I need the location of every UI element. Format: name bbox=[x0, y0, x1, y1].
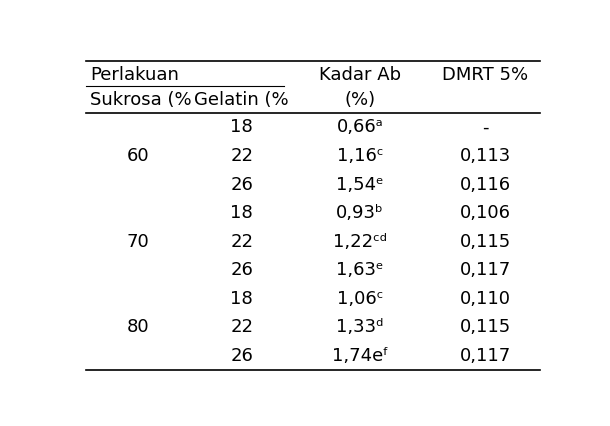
Text: 18: 18 bbox=[231, 118, 253, 136]
Text: 0,115: 0,115 bbox=[459, 318, 511, 336]
Text: 0,116: 0,116 bbox=[459, 176, 511, 193]
Text: 26: 26 bbox=[230, 347, 253, 365]
Text: 1,54ᵉ: 1,54ᵉ bbox=[336, 176, 384, 193]
Text: (%): (%) bbox=[344, 91, 376, 109]
Text: 1,22ᶜᵈ: 1,22ᶜᵈ bbox=[333, 233, 387, 250]
Text: Kadar Ab: Kadar Ab bbox=[319, 66, 401, 83]
Text: 1,16ᶜ: 1,16ᶜ bbox=[337, 147, 383, 165]
Text: -: - bbox=[482, 118, 489, 136]
Text: 1,74eᶠ: 1,74eᶠ bbox=[332, 347, 388, 365]
Text: 0,93ᵇ: 0,93ᵇ bbox=[336, 204, 384, 222]
Text: 1,33ᵈ: 1,33ᵈ bbox=[336, 318, 384, 336]
Text: 18: 18 bbox=[231, 204, 253, 222]
Text: 0,66ᵃ: 0,66ᵃ bbox=[337, 118, 383, 136]
Text: 80: 80 bbox=[126, 318, 149, 336]
Text: 22: 22 bbox=[230, 147, 253, 165]
Text: 26: 26 bbox=[230, 176, 253, 193]
Text: Gelatin (%: Gelatin (% bbox=[195, 91, 289, 109]
Text: 0,115: 0,115 bbox=[459, 233, 511, 250]
Text: 22: 22 bbox=[230, 233, 253, 250]
Text: 0,113: 0,113 bbox=[459, 147, 511, 165]
Text: 70: 70 bbox=[126, 233, 149, 250]
Text: 0,106: 0,106 bbox=[460, 204, 511, 222]
Text: 0,110: 0,110 bbox=[460, 290, 511, 308]
Text: 0,117: 0,117 bbox=[459, 261, 511, 279]
Text: 1,06ᶜ: 1,06ᶜ bbox=[337, 290, 383, 308]
Text: 1,63ᵉ: 1,63ᵉ bbox=[336, 261, 384, 279]
Text: 0,117: 0,117 bbox=[459, 347, 511, 365]
Text: DMRT 5%: DMRT 5% bbox=[442, 66, 528, 83]
Text: Perlakuan: Perlakuan bbox=[90, 66, 179, 83]
Text: Sukrosa (%: Sukrosa (% bbox=[90, 91, 192, 109]
Text: 60: 60 bbox=[126, 147, 149, 165]
Text: 18: 18 bbox=[231, 290, 253, 308]
Text: 26: 26 bbox=[230, 261, 253, 279]
Text: 22: 22 bbox=[230, 318, 253, 336]
